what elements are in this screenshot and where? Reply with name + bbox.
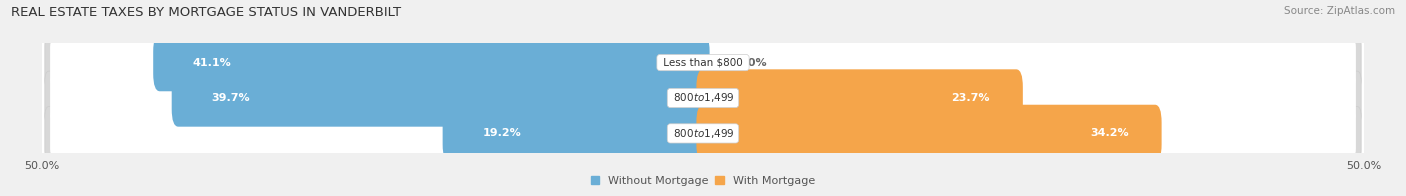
FancyBboxPatch shape	[696, 69, 1022, 127]
Text: 0.0%: 0.0%	[737, 58, 766, 68]
FancyBboxPatch shape	[45, 106, 1361, 160]
Legend: Without Mortgage, With Mortgage: Without Mortgage, With Mortgage	[591, 176, 815, 186]
Text: 34.2%: 34.2%	[1090, 128, 1129, 138]
Text: 23.7%: 23.7%	[952, 93, 990, 103]
FancyBboxPatch shape	[45, 36, 1361, 90]
Text: REAL ESTATE TAXES BY MORTGAGE STATUS IN VANDERBILT: REAL ESTATE TAXES BY MORTGAGE STATUS IN …	[11, 6, 401, 19]
Text: 41.1%: 41.1%	[193, 58, 232, 68]
Text: $800 to $1,499: $800 to $1,499	[671, 127, 735, 140]
FancyBboxPatch shape	[51, 40, 1355, 85]
Text: $800 to $1,499: $800 to $1,499	[671, 92, 735, 104]
FancyBboxPatch shape	[51, 76, 1355, 120]
FancyBboxPatch shape	[51, 111, 1355, 156]
Text: 19.2%: 19.2%	[482, 128, 522, 138]
FancyBboxPatch shape	[153, 34, 710, 91]
FancyBboxPatch shape	[45, 71, 1361, 125]
Text: 39.7%: 39.7%	[211, 93, 250, 103]
Text: Source: ZipAtlas.com: Source: ZipAtlas.com	[1284, 6, 1395, 16]
Text: Less than $800: Less than $800	[659, 58, 747, 68]
FancyBboxPatch shape	[443, 105, 710, 162]
FancyBboxPatch shape	[696, 105, 1161, 162]
FancyBboxPatch shape	[172, 69, 710, 127]
